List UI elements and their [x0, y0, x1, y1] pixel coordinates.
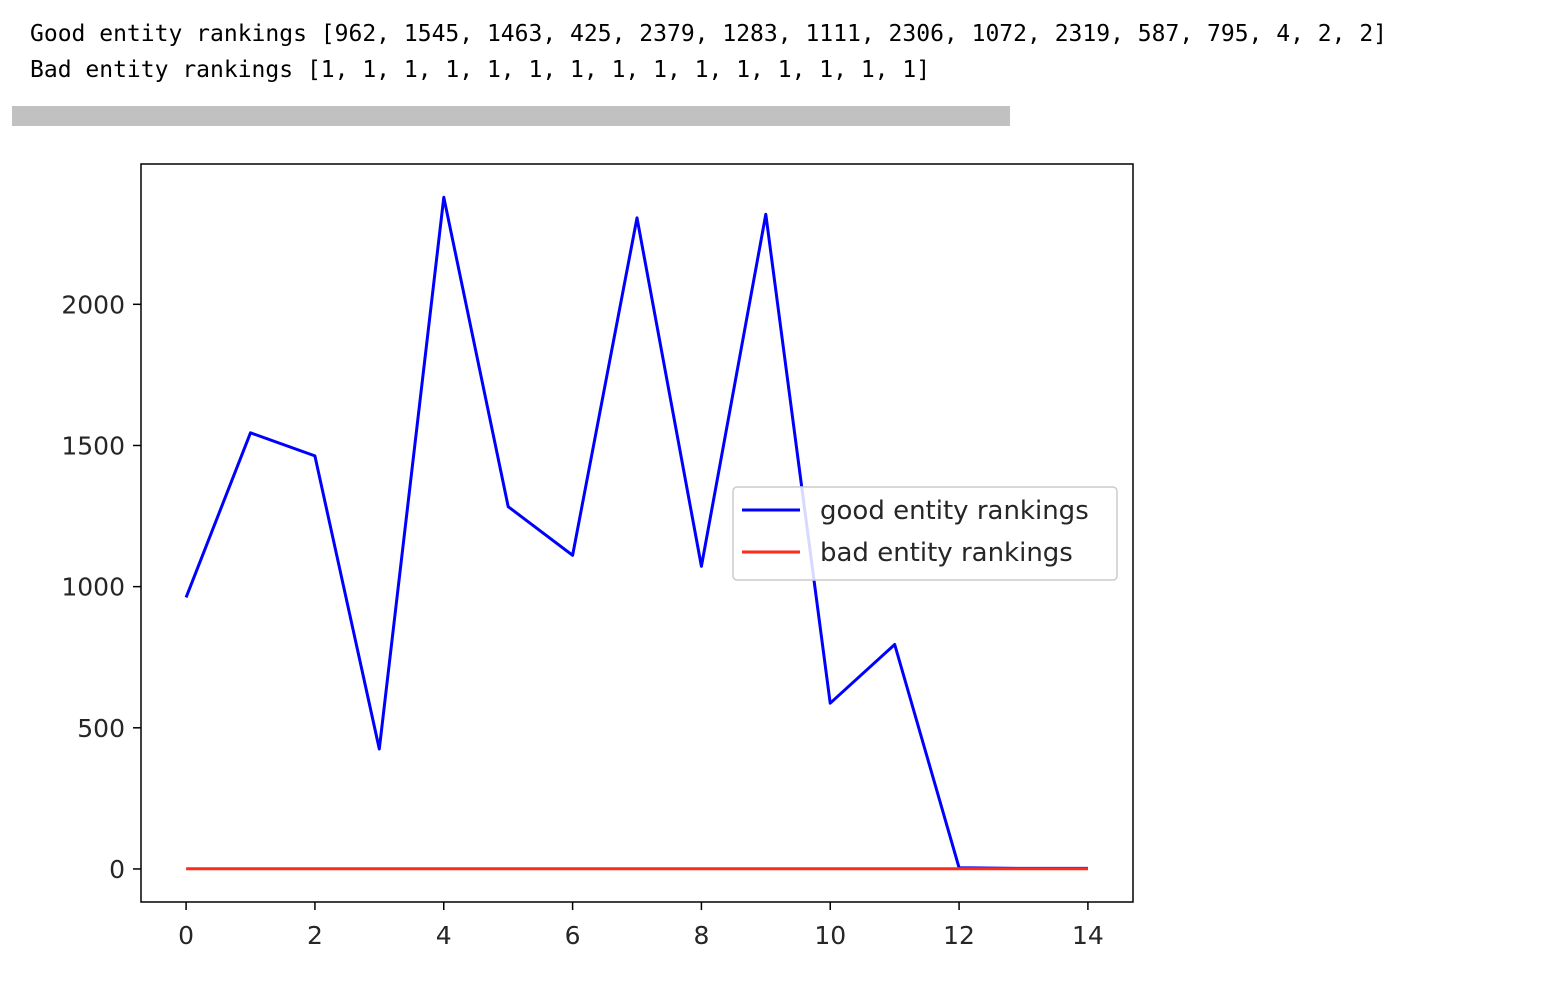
good-entity-rankings-line [184, 195, 1088, 870]
x-tick-label-6: 6 [565, 921, 581, 950]
x-tick-label-10: 10 [814, 921, 846, 950]
series-layer [184, 195, 1088, 871]
cell-output: Good entity rankings [962, 1545, 1463, 4… [30, 16, 1387, 88]
y-tick-label-1000: 1000 [61, 573, 125, 602]
output-line-good: Good entity rankings [962, 1545, 1463, 4… [30, 21, 1388, 47]
y-tick-label-2000: 2000 [61, 290, 125, 319]
legend: good entity rankings bad entity rankings [732, 486, 1118, 581]
legend-box [732, 486, 1118, 581]
x-tick-label-14: 14 [1072, 921, 1104, 950]
x-axis: 0 2 4 6 8 10 12 14 [178, 902, 1104, 950]
output-line-bad: Bad entity rankings [1, 1, 1, 1, 1, 1, 1… [30, 57, 931, 83]
y-axis: 0 500 1000 1500 2000 [61, 290, 141, 884]
x-tick-label-2: 2 [307, 921, 323, 950]
y-tick-label-500: 500 [77, 714, 125, 743]
y-tick-label-0: 0 [109, 855, 125, 884]
x-tick-label-12: 12 [943, 921, 975, 950]
horizontal-scrollbar[interactable] [12, 106, 1010, 126]
y-tick-label-1500: 1500 [61, 431, 125, 460]
x-tick-label-8: 8 [693, 921, 709, 950]
legend-label-good: good entity rankings [820, 496, 1089, 526]
x-tick-label-0: 0 [178, 921, 194, 950]
x-tick-label-4: 4 [436, 921, 452, 950]
legend-label-bad: bad entity rankings [820, 538, 1073, 568]
